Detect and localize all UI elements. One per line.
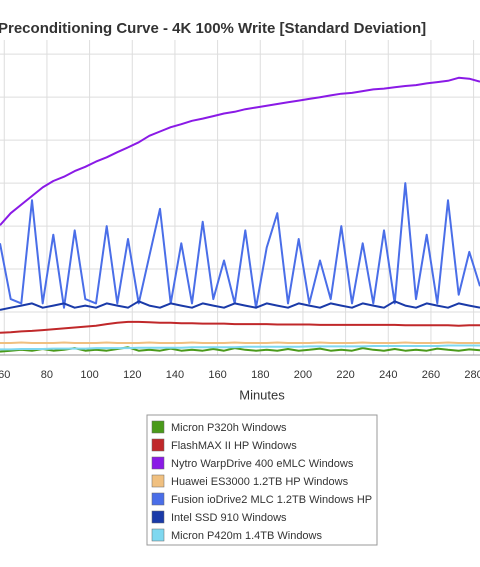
x-tick-label: 100 bbox=[80, 369, 98, 381]
x-tick-label: 80 bbox=[41, 369, 53, 381]
x-tick-label: 200 bbox=[294, 369, 312, 381]
legend-label: Fusion ioDrive2 MLC 1.2TB Windows HP bbox=[171, 494, 372, 506]
x-tick-label: 240 bbox=[379, 369, 397, 381]
x-tick-label: 120 bbox=[123, 369, 141, 381]
legend-swatch bbox=[151, 474, 165, 488]
x-tick-label: 60 bbox=[0, 369, 10, 381]
series-line bbox=[0, 320, 480, 334]
legend-label: Micron P320h Windows bbox=[171, 422, 287, 434]
legend-label: FlashMAX II HP Windows bbox=[171, 440, 297, 452]
legend-swatch bbox=[151, 492, 165, 506]
series-line bbox=[0, 341, 480, 344]
x-tick-label: 260 bbox=[422, 369, 440, 381]
series-line bbox=[0, 76, 480, 226]
x-tick-label: 180 bbox=[251, 369, 269, 381]
x-axis-label: Minutes bbox=[239, 387, 285, 402]
series-line bbox=[0, 300, 480, 311]
series-line bbox=[0, 182, 480, 309]
x-tick-label: 140 bbox=[166, 369, 184, 381]
x-tick-label: 160 bbox=[208, 369, 226, 381]
legend-swatch bbox=[151, 528, 165, 542]
legend bbox=[146, 414, 378, 546]
legend-label: Micron P420m 1.4TB Windows bbox=[171, 530, 322, 542]
legend-swatch bbox=[151, 438, 165, 452]
legend-label: Intel SSD 910 Windows bbox=[171, 512, 287, 524]
chart-title: Preconditioning Curve - 4K 100% Write [S… bbox=[0, 20, 426, 37]
legend-swatch bbox=[151, 456, 165, 470]
x-tick-label: 280 bbox=[464, 369, 480, 381]
legend-swatch bbox=[151, 420, 165, 434]
legend-label: Huawei ES3000 1.2TB HP Windows bbox=[171, 476, 349, 488]
legend-swatch bbox=[151, 510, 165, 524]
x-tick-label: 220 bbox=[336, 369, 354, 381]
series-line bbox=[0, 344, 480, 351]
legend-label: Nytro WarpDrive 400 eMLC Windows bbox=[171, 458, 354, 470]
